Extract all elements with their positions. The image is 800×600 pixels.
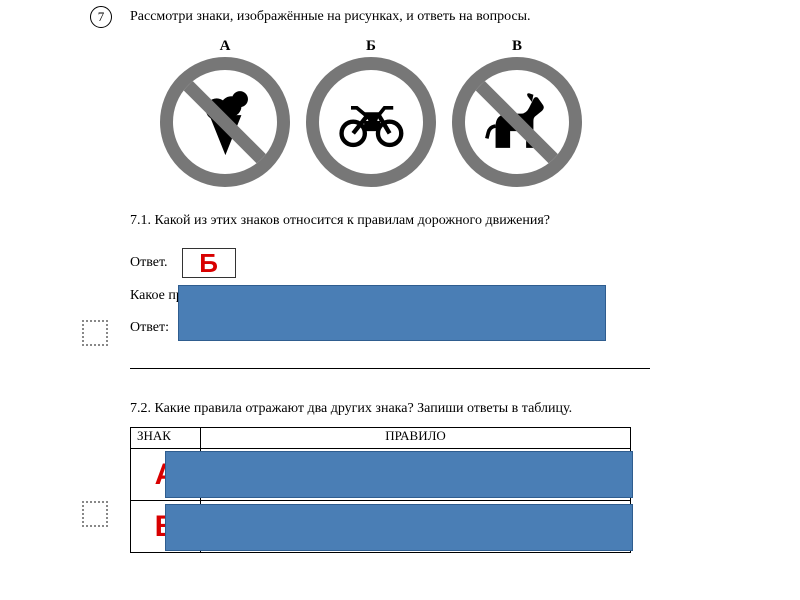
sign-v: В (452, 38, 582, 187)
divider-line (130, 368, 650, 369)
q71-text: 7.1. Какой из этих знаков относится к пр… (130, 213, 550, 229)
question-number-badge: 7 (90, 6, 112, 28)
blue-cover-box-1 (178, 285, 606, 341)
prohibition-slash (457, 63, 577, 183)
q72-text: 7.2. Какие правила отражают два других з… (130, 401, 572, 417)
question-number: 7 (98, 9, 105, 25)
sign-v-circle (452, 57, 582, 187)
answer-value: Б (199, 248, 218, 279)
margin-checkbox-2[interactable] (82, 501, 108, 527)
sign-v-label: В (512, 38, 522, 55)
question-prompt: Рассмотри знаки, изображённые на рисунка… (130, 9, 531, 25)
margin-checkbox-1[interactable] (82, 320, 108, 346)
sign-a: А (160, 38, 290, 187)
sign-b: Б (306, 38, 436, 187)
signs-row: А Б В (160, 38, 582, 187)
motorcycle-icon (335, 86, 408, 159)
table-header-sign: ЗНАК (131, 428, 201, 449)
q71-answer-row: Ответ. Б (130, 248, 236, 278)
sign-a-circle (160, 57, 290, 187)
sign-b-circle (306, 57, 436, 187)
answer-label: Ответ. (130, 255, 168, 271)
q71-followup-label: Ответ: (130, 320, 169, 336)
table-header-rule: ПРАВИЛО (201, 428, 631, 449)
blue-cover-box-row-v (165, 504, 633, 551)
sign-b-label: Б (366, 38, 376, 55)
blue-cover-box-row-a (165, 451, 633, 498)
sign-a-label: А (220, 38, 231, 55)
prohibition-slash (165, 63, 285, 183)
answer-box[interactable]: Б (182, 248, 236, 278)
